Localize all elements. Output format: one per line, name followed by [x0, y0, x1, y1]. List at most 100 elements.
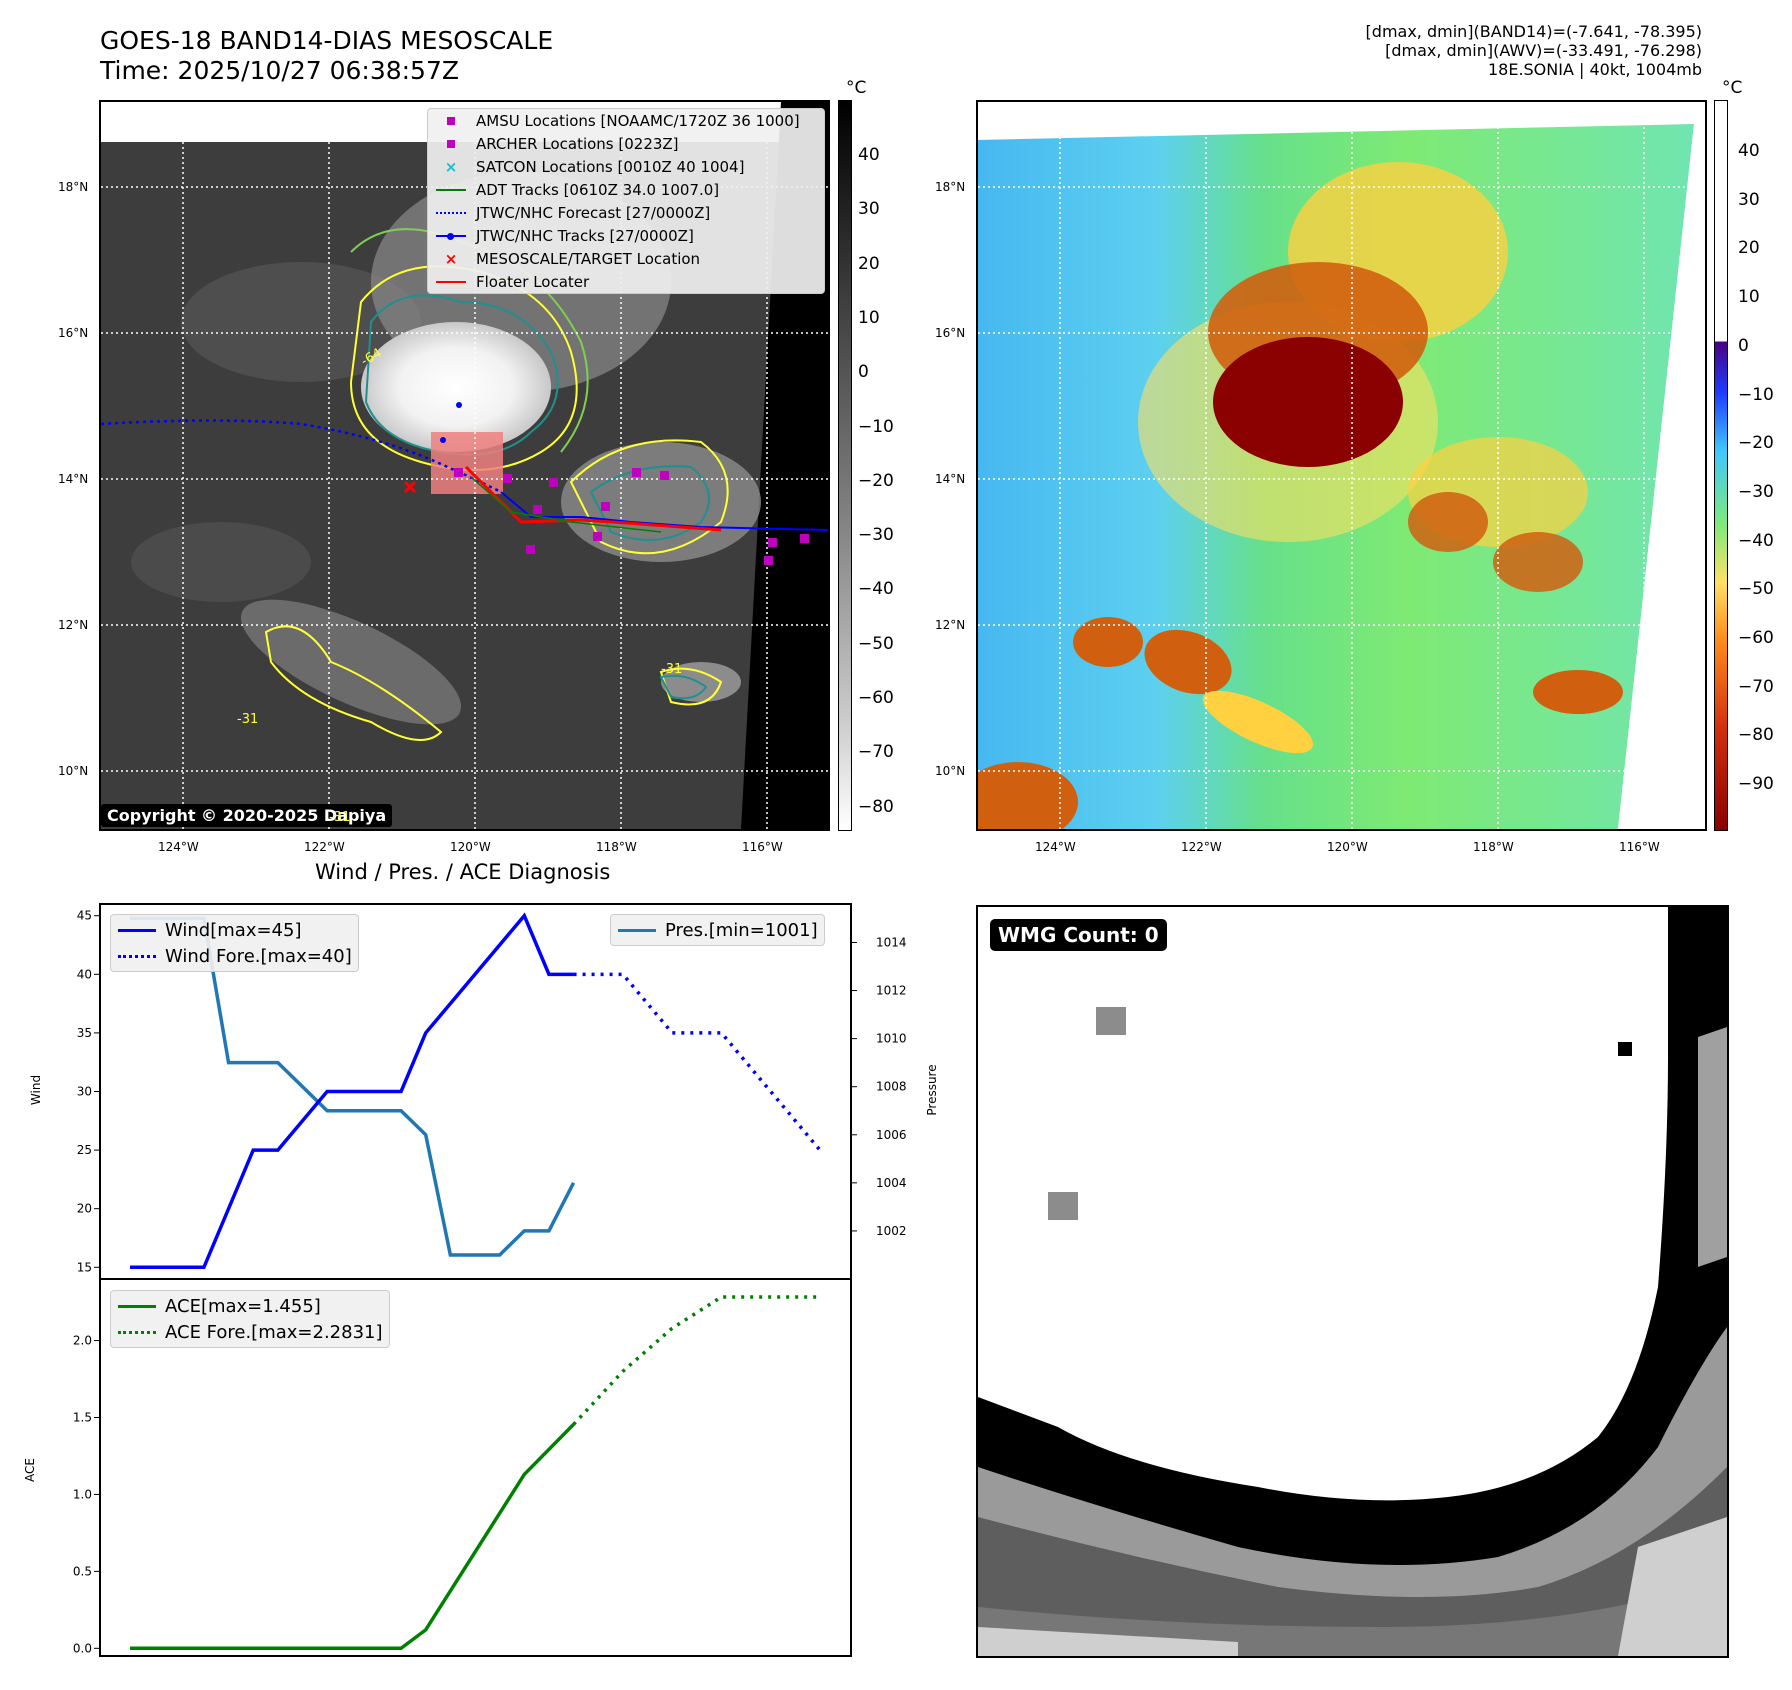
ace-plot-frame — [99, 1278, 852, 1657]
title-line-2: Time: 2025/10/27 06:38:57Z — [100, 56, 459, 85]
wind-axes: 45 40 35 30 25 20 15 1014 1012 1010 1008 1006 1004 1… — [77, 903, 907, 1280]
legend-label: AMSU Locations [NOAAMC/1720Z 36 1000] — [476, 111, 800, 130]
ace-legend: ACE[max=1.455] ACE Fore.[max=2.2831] — [110, 1290, 390, 1348]
ace-tick-label: 2.0 — [73, 1334, 92, 1348]
legend-item: AMSU Locations [NOAAMC/1720Z 36 1000] — [428, 109, 824, 132]
colorbar-tick-label: 30 — [1738, 189, 1760, 210]
colorbar-tick-label: −40 — [858, 579, 894, 600]
ace-tick-label: 1.0 — [73, 1487, 92, 1501]
awv-colorbar — [1714, 100, 1728, 831]
wind-tick-label: 35 — [77, 1026, 92, 1040]
pressure-axis-label: Pressure — [925, 1064, 939, 1115]
awv-map-panel — [976, 100, 1707, 831]
colorbar-tick-label: −80 — [1738, 725, 1774, 746]
wind-forecast-line — [573, 972, 822, 1152]
lat-label: 14°N — [58, 472, 89, 486]
colorbar-tick-label: −20 — [1738, 433, 1774, 454]
wmg-svg — [978, 907, 1727, 1656]
colorbar-tick-label: −90 — [1738, 774, 1774, 795]
colorbar-tick-label: −50 — [1738, 579, 1774, 600]
pressure-tick-label: 1008 — [876, 1080, 907, 1094]
pressure-tick-label: 1012 — [876, 984, 907, 998]
colorbar-tick-label: −20 — [858, 470, 894, 491]
lon-label: 124°W — [158, 840, 199, 854]
pressure-tick-label: 1006 — [876, 1128, 907, 1142]
info-line-2: [dmax, dmin](AWV)=(-33.491, -76.298) — [1385, 41, 1702, 60]
colorbar-tick-label: 20 — [858, 253, 880, 274]
info-line-3: 18E.SONIA | 40kt, 1004mb — [1487, 60, 1702, 79]
colorbar-tick-label: 30 — [858, 199, 880, 220]
pressure-line — [130, 916, 576, 1257]
colorbar-tick-label: 40 — [1738, 141, 1760, 161]
info-line-1: [dmax, dmin](BAND14)=(-7.641, -78.395) — [1365, 22, 1702, 41]
wind-tick-label: 30 — [77, 1085, 92, 1099]
wind-tick-label: 25 — [77, 1143, 92, 1157]
lon-label: 122°W — [1181, 840, 1222, 854]
legend-item: JTWC/NHC Forecast [27/0000Z] — [428, 201, 824, 224]
wind-tick-label: 40 — [77, 967, 92, 981]
colorbar-tick-label: −40 — [1738, 530, 1774, 551]
legend-item: ARCHER Locations [0223Z] — [428, 132, 824, 155]
ace-tick-label: 1.5 — [73, 1410, 92, 1424]
wind-line — [130, 912, 574, 1270]
legend-item: × MESOSCALE/TARGET Location — [444, 249, 701, 268]
ace-line — [130, 1423, 575, 1651]
contour-label: -31 — [237, 712, 259, 727]
pressure-tick-label: 1010 — [876, 1032, 907, 1046]
ace-tick-label: 0.5 — [73, 1564, 92, 1578]
lat-label: 12°N — [58, 618, 89, 632]
wind-tick-label: 45 — [77, 909, 92, 923]
lon-label: 118°W — [1473, 840, 1514, 854]
legend-label: ACE Fore.[max=2.2831] — [165, 1321, 383, 1343]
lon-label: 120°W — [1327, 840, 1368, 854]
storm-info: [dmax, dmin](BAND14)=(-7.641, -78.395) [… — [1366, 22, 1702, 79]
legend-item: Floater Locater — [428, 270, 824, 293]
wind-tick-label: 20 — [77, 1202, 92, 1216]
lon-label: 124°W — [1035, 840, 1076, 854]
diag-chart-svg: 45 40 35 30 25 20 15 1014 1012 1010 1008 1006 1004 1… — [23, 903, 939, 1657]
title-line-1: GOES-18 BAND14-DIAS MESOSCALE — [100, 26, 554, 55]
contour-label: -31 — [661, 662, 683, 677]
wmg-panel: WMG Count: 0 — [976, 905, 1729, 1658]
lon-label: 122°W — [304, 840, 345, 854]
ir-legend: AMSU Locations [NOAAMC/1720Z 36 1000] AR… — [427, 108, 825, 294]
awv-colorbar-unit: °C — [1722, 78, 1743, 98]
legend-label: Pres.[min=1001] — [665, 919, 818, 941]
ace-tick-label: 0.0 — [73, 1641, 92, 1655]
ir-colorbar-unit: °C — [846, 78, 867, 98]
legend-item: JTWC/NHC Tracks [27/0000Z] — [428, 224, 824, 247]
colorbar-tick-label: −30 — [858, 525, 894, 546]
legend-label: Floater Locater — [476, 272, 590, 291]
contour-label: -31 — [329, 810, 351, 825]
lat-label: 16°N — [935, 326, 966, 340]
chart-title: GOES-18 BAND14-DIAS MESOSCALE Time: 2025… — [100, 26, 553, 86]
legend-item: ACE Fore.[max=2.2831] — [111, 1319, 389, 1345]
colorbar-tick-label: 40 — [858, 145, 880, 165]
colorbar-tick-label: −10 — [858, 416, 894, 437]
pressure-legend: Pres.[min=1001] — [610, 914, 825, 946]
lat-label: 12°N — [935, 618, 966, 632]
awv-map-svg — [978, 102, 1705, 829]
lon-label: 116°W — [742, 840, 783, 854]
legend-item: ACE[max=1.455] — [111, 1293, 389, 1319]
legend-label: ADT Tracks [0610Z 34.0 1007.0] — [476, 180, 720, 199]
legend-label: ACE[max=1.455] — [165, 1295, 321, 1317]
legend-item: Pres.[min=1001] — [611, 917, 824, 943]
ir-map-panel: AMSU Locations [NOAAMC/1720Z 36 1000] AR… — [99, 100, 830, 831]
colorbar-tick-label: 0 — [858, 362, 869, 383]
colorbar-tick-label: −80 — [858, 796, 894, 817]
lat-label: 18°N — [935, 180, 966, 194]
lat-label: 14°N — [935, 472, 966, 486]
wmg-count-badge: WMG Count: 0 — [990, 919, 1167, 951]
legend-label: JTWC/NHC Forecast [27/0000Z] — [476, 203, 711, 222]
colorbar-tick-label: 10 — [858, 307, 880, 328]
legend-label: JTWC/NHC Tracks [27/0000Z] — [476, 226, 694, 245]
colorbar-tick-label: 10 — [1738, 287, 1760, 308]
diag-title: Wind / Pres. / ACE Diagnosis — [315, 860, 611, 884]
colorbar-tick-label: −50 — [858, 633, 894, 654]
legend-item: Wind Fore.[max=40] — [111, 943, 358, 969]
lat-label: 18°N — [58, 180, 89, 194]
pressure-tick-label: 1004 — [876, 1176, 907, 1190]
colorbar-tick-label: −10 — [1738, 384, 1774, 405]
legend-label: SATCON Locations [0010Z 40 1004] — [476, 157, 745, 176]
